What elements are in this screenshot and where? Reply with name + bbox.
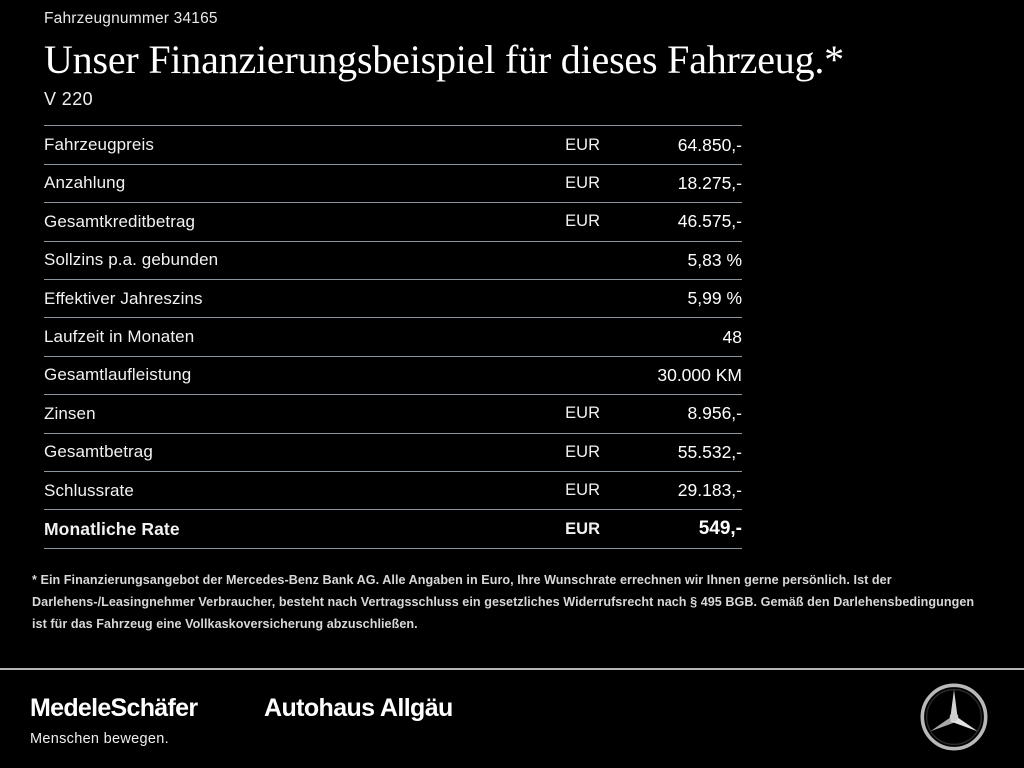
row-currency xyxy=(488,278,600,318)
row-value: 46.575,- xyxy=(600,202,742,242)
row-value: 549,- xyxy=(600,509,742,549)
table-row: Zinsen EUR 8.956,- xyxy=(44,394,742,434)
row-value: 18.275,- xyxy=(600,163,742,203)
row-value: 8.956,- xyxy=(600,394,742,434)
row-label: Gesamtkreditbetrag xyxy=(44,202,488,242)
table-row: Sollzins p.a. gebunden 5,83 % xyxy=(44,240,742,280)
row-value: 30.000 KM xyxy=(600,355,742,395)
vehicle-number: Fahrzeugnummer 34165 xyxy=(44,10,218,27)
row-label: Fahrzeugpreis xyxy=(44,125,488,165)
table-row: Schlussrate EUR 29.183,- xyxy=(44,470,742,510)
row-label: Sollzins p.a. gebunden xyxy=(44,240,488,280)
row-currency: EUR xyxy=(488,432,600,472)
table-row: Gesamtbetrag EUR 55.532,- xyxy=(44,432,742,472)
legal-footnote: * Ein Finanzierungsangebot der Mercedes-… xyxy=(32,573,975,631)
row-label: Monatliche Rate xyxy=(44,509,488,549)
row-value: 64.850,- xyxy=(600,125,742,165)
row-value: 29.183,- xyxy=(600,470,742,510)
table-row: Anzahlung EUR 18.275,- xyxy=(44,163,742,203)
row-label: Gesamtbetrag xyxy=(44,432,488,472)
vehicle-model: V 220 xyxy=(44,89,94,110)
page-header: Fahrzeugnummer 34165 Unser Finanzierungs… xyxy=(0,0,1024,110)
financing-table: Fahrzeugpreis EUR 64.850,- Anzahlung EUR 18.2… xyxy=(44,125,742,549)
row-label: Gesamtlaufleistung xyxy=(44,355,488,395)
table-row: Fahrzeugpreis EUR 64.850,- xyxy=(44,125,742,165)
row-currency: EUR xyxy=(488,470,600,510)
brand-medele-schaefer[interactable]: MedeleSchäfer Menschen bewegen. xyxy=(30,694,198,747)
row-label: Anzahlung xyxy=(44,163,488,203)
row-currency: EUR xyxy=(488,509,600,549)
table-row: Laufzeit in Monaten 48 xyxy=(44,317,742,357)
row-currency xyxy=(488,355,600,395)
row-currency: EUR xyxy=(488,202,600,242)
row-label: Effektiver Jahreszins xyxy=(44,278,488,318)
row-value: 5,99 % xyxy=(600,278,742,318)
row-currency xyxy=(488,317,600,357)
row-value: 48 xyxy=(600,317,742,357)
row-label: Zinsen xyxy=(44,394,488,434)
row-currency: EUR xyxy=(488,125,600,165)
table-bottom-rule xyxy=(44,548,742,550)
footer-divider xyxy=(0,668,1024,670)
row-currency xyxy=(488,240,600,280)
page-title: Unser Finanzierungsbeispiel für dieses F… xyxy=(44,36,844,82)
page-footer: MedeleSchäfer Menschen bewegen. Autohaus… xyxy=(0,670,1024,768)
row-currency: EUR xyxy=(488,394,600,434)
row-value: 55.532,- xyxy=(600,432,742,472)
row-currency: EUR xyxy=(488,163,600,203)
brand-medele-schaefer-tagline: Menschen bewegen. xyxy=(30,731,169,747)
row-label: Laufzeit in Monaten xyxy=(44,317,488,357)
table-row: Monatliche Rate EUR 549,- xyxy=(44,509,742,549)
brand-autohaus-allgaeu[interactable]: Autohaus Allgäu xyxy=(264,694,453,722)
table-row: Effektiver Jahreszins 5,99 % xyxy=(44,278,742,318)
financing-table-body: Fahrzeugpreis EUR 64.850,- Anzahlung EUR 18.2… xyxy=(44,125,742,549)
row-label: Schlussrate xyxy=(44,470,488,510)
table-row: Gesamtlaufleistung 30.000 KM xyxy=(44,355,742,395)
brand-medele-schaefer-name: MedeleSchäfer xyxy=(30,694,198,722)
table-row: Gesamtkreditbetrag EUR 46.575,- xyxy=(44,202,742,242)
mercedes-benz-star-icon xyxy=(920,683,988,751)
row-value: 5,83 % xyxy=(600,240,742,280)
